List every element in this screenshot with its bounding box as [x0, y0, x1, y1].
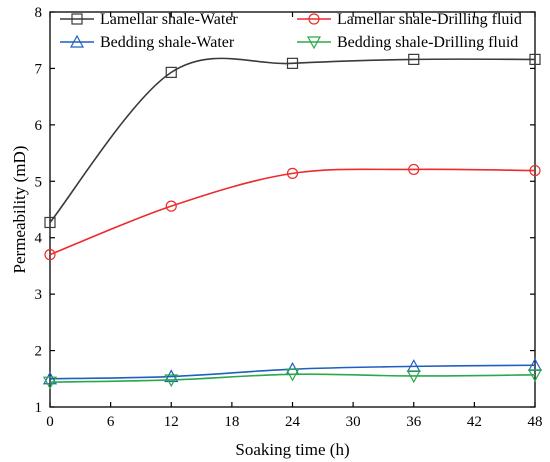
data-point	[165, 66, 177, 78]
legend-label: Lamellar shale-Drilling fluid	[337, 11, 522, 28]
data-point	[408, 53, 420, 66]
data-point	[164, 369, 179, 383]
data-point	[406, 370, 421, 384]
x-tick-label: 6	[107, 414, 115, 430]
legend-marker	[306, 36, 322, 50]
legend-marker	[71, 13, 83, 25]
y-tick-label: 6	[35, 118, 43, 134]
data-point	[42, 371, 58, 385]
data-point	[165, 200, 177, 212]
x-tick-label: 30	[346, 414, 361, 430]
x-tick-label: 48	[528, 414, 543, 430]
series-1	[44, 53, 541, 229]
y-tick-label: 5	[35, 174, 43, 190]
data-point	[44, 216, 56, 229]
x-tick-label: 36	[406, 414, 422, 430]
y-tick-label: 1	[35, 400, 43, 416]
data-point	[286, 57, 299, 69]
legend-marker	[69, 34, 85, 48]
legend-item: Bedding shale-Water	[60, 34, 235, 51]
y-tick-label: 4	[35, 231, 43, 247]
legend-item: Lamellar shale-Drilling fluid	[297, 11, 522, 28]
y-axis-title: Permeability (mD)	[10, 146, 29, 274]
legend-label: Lamellar shale-Water	[100, 11, 238, 28]
legend-item: Bedding shale-Drilling fluid	[297, 34, 518, 51]
data-point	[42, 376, 58, 390]
y-tick-label: 7	[35, 61, 43, 77]
data-point	[527, 369, 543, 383]
y-tick-label: 2	[35, 344, 43, 360]
x-axis-title: Soaking time (h)	[235, 440, 349, 459]
data-point	[164, 374, 179, 388]
data-point	[285, 368, 300, 382]
series-2	[44, 163, 541, 261]
y-tick-label: 3	[35, 287, 43, 303]
series-layer	[42, 53, 543, 390]
x-tick-label: 0	[46, 414, 54, 430]
legend-label: Bedding shale-Water	[100, 34, 235, 51]
x-tick-label: 18	[224, 414, 239, 430]
x-tick-label: 42	[467, 414, 482, 430]
legend-marker	[308, 13, 320, 25]
series-line	[49, 57, 536, 223]
legend: Lamellar shale-Water Lamellar shale-Drill…	[60, 11, 522, 51]
series-line	[49, 373, 536, 383]
x-tick-label: 12	[164, 414, 179, 430]
legend-item: Lamellar shale-Water	[60, 11, 238, 28]
data-point	[408, 163, 420, 176]
x-tick-label: 24	[285, 414, 301, 430]
data-point	[529, 164, 541, 177]
series-line	[49, 168, 536, 256]
data-point	[286, 167, 299, 179]
plot-frame	[49, 11, 536, 408]
series-4	[42, 368, 543, 390]
y-tick-label: 8	[35, 5, 43, 21]
legend-label: Bedding shale-Drilling fluid	[337, 34, 518, 51]
data-point	[44, 249, 56, 261]
plot-area	[49, 11, 536, 408]
series-line	[49, 364, 536, 380]
data-point	[529, 53, 541, 66]
